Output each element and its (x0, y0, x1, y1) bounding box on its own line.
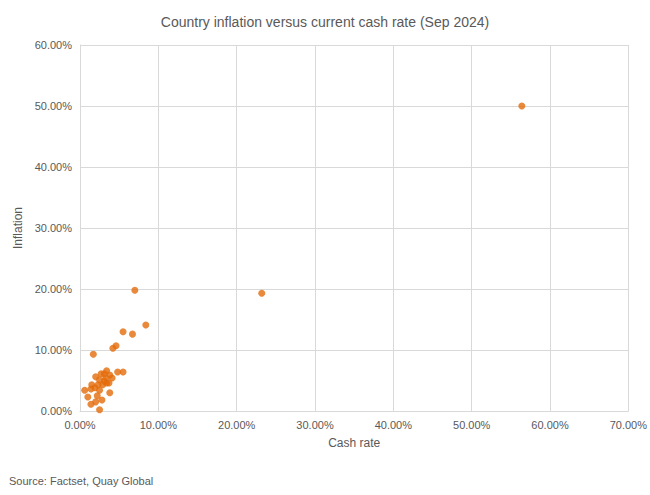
svg-text:30.00%: 30.00% (35, 222, 73, 234)
svg-text:Source: Factset, Quay Global: Source: Factset, Quay Global (9, 475, 153, 487)
svg-text:0.00%: 0.00% (41, 405, 72, 417)
svg-text:Inflation: Inflation (11, 207, 25, 249)
svg-text:60.00%: 60.00% (531, 419, 569, 431)
svg-text:10.00%: 10.00% (35, 344, 73, 356)
svg-text:60.00%: 60.00% (35, 39, 73, 51)
svg-text:70.00%: 70.00% (610, 419, 648, 431)
svg-text:40.00%: 40.00% (375, 419, 413, 431)
svg-text:50.00%: 50.00% (35, 100, 73, 112)
svg-text:30.00%: 30.00% (296, 419, 334, 431)
svg-text:40.00%: 40.00% (35, 161, 73, 173)
svg-text:20.00%: 20.00% (35, 283, 73, 295)
svg-text:Cash rate: Cash rate (328, 436, 380, 450)
svg-text:20.00%: 20.00% (218, 419, 256, 431)
svg-text:0.00%: 0.00% (64, 419, 95, 431)
svg-text:50.00%: 50.00% (453, 419, 491, 431)
svg-text:Country inflation versus curre: Country inflation versus current cash ra… (161, 14, 489, 30)
svg-text:10.00%: 10.00% (140, 419, 178, 431)
